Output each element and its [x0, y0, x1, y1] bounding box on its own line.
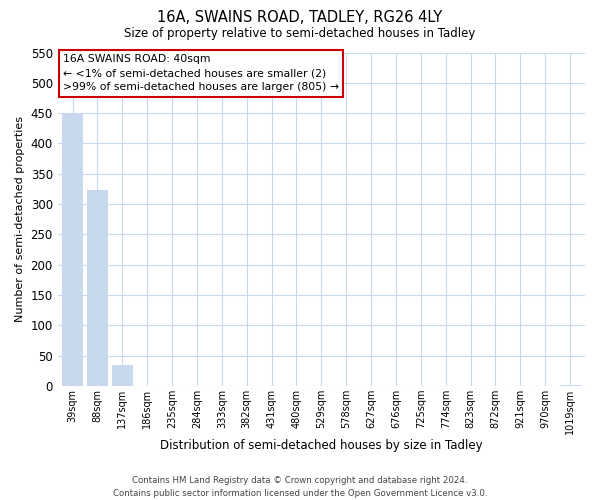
X-axis label: Distribution of semi-detached houses by size in Tadley: Distribution of semi-detached houses by … [160, 440, 482, 452]
Bar [87, 190, 108, 386]
Text: Size of property relative to semi-detached houses in Tadley: Size of property relative to semi-detach… [124, 28, 476, 40]
Bar [112, 364, 133, 386]
Y-axis label: Number of semi-detached properties: Number of semi-detached properties [15, 116, 25, 322]
Text: 16A, SWAINS ROAD, TADLEY, RG26 4LY: 16A, SWAINS ROAD, TADLEY, RG26 4LY [157, 10, 443, 25]
Text: 16A SWAINS ROAD: 40sqm
← <1% of semi-detached houses are smaller (2)
>99% of sem: 16A SWAINS ROAD: 40sqm ← <1% of semi-det… [63, 54, 339, 92]
Bar [560, 384, 581, 386]
Text: Contains HM Land Registry data © Crown copyright and database right 2024.
Contai: Contains HM Land Registry data © Crown c… [113, 476, 487, 498]
Bar [62, 114, 83, 386]
